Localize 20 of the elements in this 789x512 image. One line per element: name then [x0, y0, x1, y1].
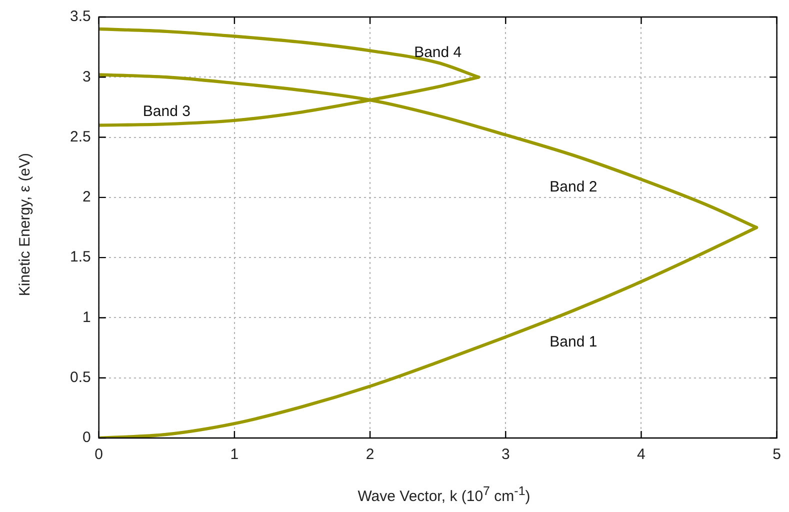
y-tick-label: 2.5 — [70, 128, 91, 146]
y-tick-label: 0 — [82, 429, 91, 446]
y-axis-title: Kinetic Energy, ε (eV) — [16, 152, 34, 298]
y-tick-label: 1 — [82, 308, 91, 326]
x-tick-label: 2 — [366, 446, 374, 464]
y-tick-label: 3.5 — [70, 8, 91, 26]
x-axis-title: Wave Vector, k (10$^{7}$ cm$^{-1}$) — [356, 484, 532, 505]
series-label: Band 1 — [550, 334, 598, 351]
series-label: Band 4 — [414, 44, 462, 61]
x-tick-label: 0 — [94, 446, 104, 464]
series-label: Band 3 — [142, 103, 190, 120]
x-tick-label: 5 — [772, 446, 781, 464]
y-tick-label: 1.5 — [70, 248, 91, 266]
x-tick-label: 3 — [501, 446, 510, 464]
series-label: Band 2 — [550, 178, 598, 196]
y-tick-label: 3 — [82, 68, 91, 86]
x-tick-label: 1 — [230, 446, 239, 464]
x-tick-label: 4 — [637, 446, 646, 464]
y-tick-label: 0.5 — [70, 369, 91, 386]
y-tick-label: 2 — [82, 188, 91, 206]
